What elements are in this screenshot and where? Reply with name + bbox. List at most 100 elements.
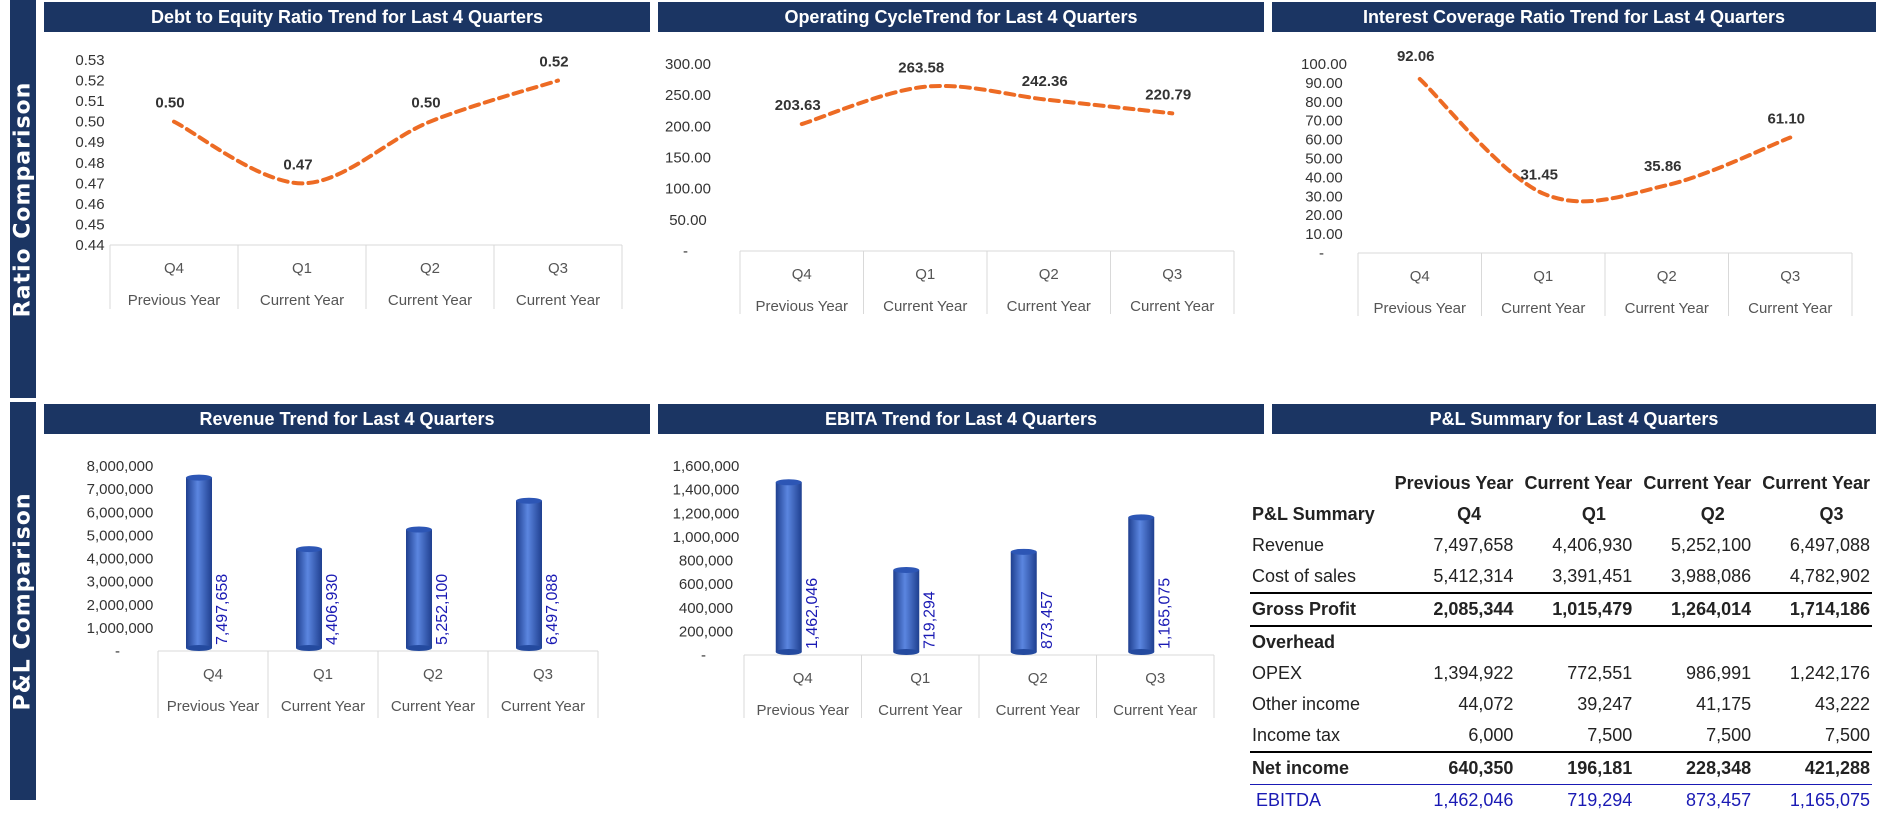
y-tick-label: 1,000,000 <box>673 529 740 546</box>
y-tick-label: 80.00 <box>1305 94 1343 111</box>
pl-cell: 4,406,930 <box>1552 535 1633 555</box>
x-tick-quarter: Q2 <box>423 666 443 683</box>
pl-cell: 5,252,100 <box>1671 535 1752 555</box>
y-tick-label: 1,400,000 <box>673 482 740 499</box>
bar <box>1010 551 1037 652</box>
y-tick-label: - <box>683 243 688 260</box>
pl-row-label: Cost of sales <box>1252 566 1357 586</box>
bar-base <box>516 645 542 651</box>
pl-row-label: OPEX <box>1252 663 1303 683</box>
data-label: 242.36 <box>1022 73 1068 90</box>
x-tick-year: Previous Year <box>167 698 260 715</box>
pl-cell: 2,085,344 <box>1384 592 1516 626</box>
pl-cell: 873,457 <box>1634 784 1754 816</box>
x-tick-year: Current Year <box>1007 298 1091 315</box>
y-tick-label: 200.00 <box>665 118 711 135</box>
bar-top <box>893 567 920 574</box>
x-tick-quarter: Q3 <box>1145 670 1165 687</box>
x-tick-quarter: Q1 <box>910 670 930 687</box>
x-tick-year: Current Year <box>501 698 585 715</box>
x-tick-year: Previous Year <box>755 298 848 315</box>
pl-cell: 1,165,075 <box>1753 784 1872 816</box>
bar <box>775 482 802 652</box>
x-tick-year: Current Year <box>391 698 475 715</box>
y-tick-label: 250.00 <box>665 87 711 104</box>
y-tick-label: 0.51 <box>75 93 104 110</box>
x-tick-quarter: Q1 <box>1533 268 1553 285</box>
x-tick-year: Current Year <box>1113 702 1197 719</box>
y-tick-label: 0.46 <box>75 196 104 213</box>
y-tick-label: 5,000,000 <box>87 527 154 544</box>
pl-cell: 1,462,046 <box>1384 784 1516 816</box>
x-tick-year: Current Year <box>260 292 344 309</box>
pl-cell: 5,412,314 <box>1433 566 1514 586</box>
bar-base <box>1128 649 1155 655</box>
pl-cell: 196,181 <box>1515 751 1635 785</box>
y-tick-label: 0.48 <box>75 155 104 172</box>
data-label: 0.47 <box>283 156 312 173</box>
data-label: 61.10 <box>1767 111 1805 128</box>
pl-cell: 772,551 <box>1567 663 1633 683</box>
pl-cell: 1,714,186 <box>1753 592 1872 626</box>
pl-header-year: Current Year <box>1524 473 1633 493</box>
y-tick-label: 1,200,000 <box>673 505 740 522</box>
data-label: 263.58 <box>898 60 944 77</box>
data-label: 0.52 <box>539 54 568 71</box>
y-tick-label: 200,000 <box>679 623 733 640</box>
pl-row-overhead: Overhead <box>1250 625 1872 658</box>
bar-top <box>296 546 322 553</box>
bar-base <box>1010 649 1037 655</box>
pl-cell: 986,991 <box>1686 663 1752 683</box>
pl-row-label: Gross Profit <box>1250 592 1385 626</box>
y-tick-label: 8,000,000 <box>87 458 154 475</box>
pl-row-opex: OPEX 1,394,922 772,551 986,991 1,242,176 <box>1250 658 1872 689</box>
x-tick-year: Current Year <box>1130 298 1214 315</box>
pl-row-label: Income tax <box>1252 725 1341 745</box>
data-label: 203.63 <box>775 97 821 114</box>
pl-summary-label: P&L Summary <box>1252 504 1375 524</box>
y-tick-label: 600,000 <box>679 576 733 593</box>
ebita-chart: - 200,000 400,000 600,000 800,000 1,000,000 1,… <box>673 458 1215 719</box>
x-tick-year: Current Year <box>281 698 365 715</box>
y-tick-label: 20.00 <box>1305 207 1343 224</box>
bar-base <box>893 649 920 655</box>
x-tick-quarter: Q2 <box>1039 266 1059 283</box>
y-tick-label: 40.00 <box>1305 169 1343 186</box>
operating-cycle-chart: - 50.00 100.00 150.00 200.00 250.00 300.00 Q4 Pr… <box>665 56 1235 315</box>
y-tick-label: 70.00 <box>1305 113 1343 130</box>
pl-cell: 1,015,479 <box>1515 592 1635 626</box>
x-tick-quarter: Q3 <box>548 260 568 277</box>
x-tick-quarter: Q2 <box>1028 670 1048 687</box>
bar-top <box>406 526 432 533</box>
x-tick-year: Current Year <box>1625 300 1709 317</box>
ratio-comparison-bar: Ratio Comparison <box>10 0 36 398</box>
y-tick-label: 400,000 <box>679 600 733 617</box>
data-label: 719,294 <box>921 591 938 649</box>
bar <box>516 500 542 648</box>
pl-cell: 1,394,922 <box>1433 663 1514 683</box>
x-tick-year: Previous Year <box>1373 300 1466 317</box>
y-tick-label: 100.00 <box>665 181 711 198</box>
y-tick-label: 0.45 <box>75 216 104 233</box>
y-tick-label: 300.00 <box>665 56 711 73</box>
x-tick-year: Current Year <box>996 702 1080 719</box>
pl-cell: 3,391,451 <box>1552 566 1633 586</box>
x-tick-quarter: Q4 <box>203 666 223 683</box>
x-tick-quarter: Q2 <box>420 260 440 277</box>
pl-cell: 7,500 <box>1824 725 1870 745</box>
y-tick-label: 30.00 <box>1305 188 1343 205</box>
x-tick-quarter: Q4 <box>793 670 813 687</box>
x-tick-quarter: Q1 <box>915 266 935 283</box>
pl-cell: 41,175 <box>1696 694 1752 714</box>
y-tick-label: 60.00 <box>1305 132 1343 149</box>
y-tick-label: 1,600,000 <box>673 458 740 475</box>
bar-top <box>186 474 212 481</box>
x-tick-quarter: Q3 <box>1780 268 1800 285</box>
axis-group: - 1,000,000 2,000,000 3,000,000 4,000,000 5,0… <box>87 458 154 660</box>
ratio-comparison-label: Ratio Comparison <box>10 81 36 317</box>
pl-comparison-label: P&L Comparison <box>10 491 36 711</box>
pl-row-cost-of-sales: Cost of sales 5,412,314 3,391,451 3,988,… <box>1250 561 1872 593</box>
pl-cell: 39,247 <box>1577 694 1633 714</box>
data-label: 0.50 <box>411 95 440 112</box>
